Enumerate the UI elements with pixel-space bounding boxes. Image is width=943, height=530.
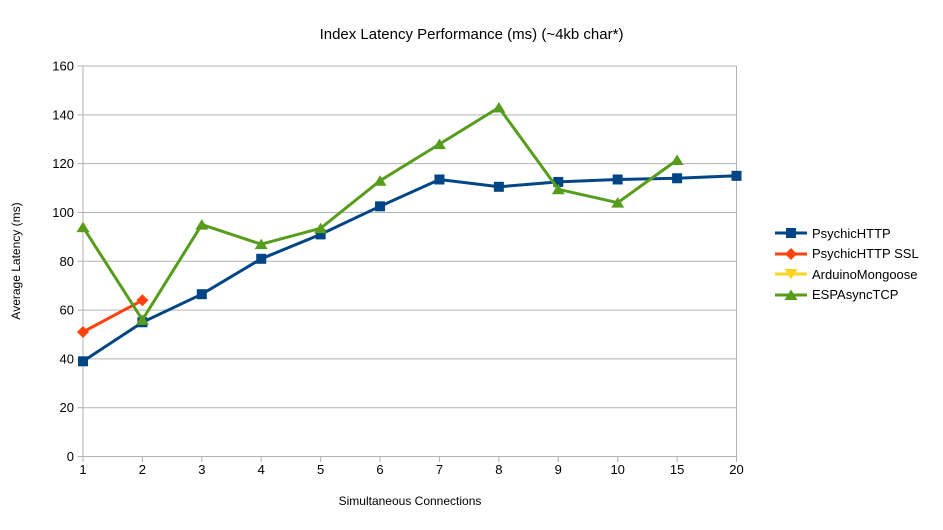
- x-tick-label: 15: [670, 462, 684, 477]
- legend-label: PsychicHTTP SSL: [812, 246, 919, 262]
- series-line: [81, 105, 678, 323]
- legend: PsychicHTTP PsychicHTTP SSL ArduinoMongoos…: [775, 223, 919, 305]
- x-axis-title: Simultaneous Connections: [338, 494, 482, 508]
- y-tick-label: 60: [60, 303, 74, 318]
- y-tick-label: 20: [60, 400, 74, 415]
- legend-item-PsychicHTTP: PsychicHTTP: [775, 223, 919, 244]
- x-tick-label: 8: [495, 462, 502, 477]
- legend-label: ArduinoMongoose: [812, 266, 918, 282]
- x-tick-label: 5: [317, 462, 324, 477]
- x-tick-label: 20: [729, 462, 743, 477]
- legend-item-ArduinoMongoose: ArduinoMongoose: [775, 264, 919, 285]
- triangle-up-legend-swatch-icon: [775, 289, 807, 300]
- x-tick-label: 6: [376, 462, 383, 477]
- series-PsychicHTTP: [78, 170, 742, 367]
- series-PsychicHTTP-SSL: [77, 294, 149, 339]
- x-tick-label: 1: [79, 462, 86, 477]
- y-tick-labels: 0 20 40 60 80 100 120 140 160: [52, 59, 74, 465]
- x-tick-label: 4: [258, 462, 265, 477]
- y-tick-label: 120: [52, 156, 74, 171]
- x-tick-label: 3: [198, 462, 205, 477]
- y-tick-label: 40: [60, 351, 74, 366]
- x-tick-label: 10: [610, 462, 624, 477]
- x-tick-labels: 1 2 3 4 5 6 7 8 9 10 15 20: [79, 462, 743, 477]
- diamond-legend-swatch-icon: [775, 247, 807, 260]
- y-tick-label: 0: [67, 449, 74, 464]
- x-tick-label: 9: [555, 462, 562, 477]
- y-tick-label: 140: [52, 107, 74, 122]
- y-tick-label: 160: [52, 59, 74, 74]
- y-tick-label: 80: [60, 254, 74, 269]
- gridlines: [83, 65, 737, 409]
- x-tick-label: 2: [139, 462, 146, 477]
- series-ESPAsyncTCP: [76, 101, 684, 325]
- legend-item-ESPAsyncTCP: ESPAsyncTCP: [775, 285, 919, 306]
- chart-title: Index Latency Performance (ms) (~4kb cha…: [319, 26, 624, 43]
- legend-item-PsychicHTTP-SSL: PsychicHTTP SSL: [775, 244, 919, 265]
- triangle-down-legend-swatch-icon: [775, 269, 807, 280]
- series-line: [82, 174, 737, 363]
- square-legend-swatch-icon: [775, 228, 807, 239]
- y-tick-label: 100: [52, 205, 74, 220]
- legend-label: ESPAsyncTCP: [812, 287, 899, 303]
- y-axis-title: Average Latency (ms): [9, 202, 23, 320]
- x-tick-label: 7: [436, 462, 443, 477]
- legend-label: PsychicHTTP: [812, 225, 891, 241]
